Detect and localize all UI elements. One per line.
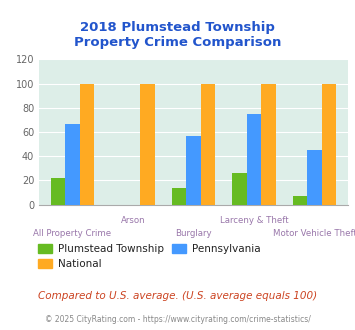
Bar bbox=[186, 136, 201, 205]
Bar bbox=[140, 83, 155, 205]
Text: Burglary: Burglary bbox=[175, 229, 212, 238]
Text: Compared to U.S. average. (U.S. average equals 100): Compared to U.S. average. (U.S. average … bbox=[38, 291, 317, 301]
Text: Larceny & Theft: Larceny & Theft bbox=[220, 216, 288, 225]
Bar bbox=[232, 173, 247, 205]
Bar bbox=[50, 178, 65, 205]
Bar bbox=[247, 114, 261, 205]
Bar bbox=[322, 83, 337, 205]
Text: © 2025 CityRating.com - https://www.cityrating.com/crime-statistics/: © 2025 CityRating.com - https://www.city… bbox=[45, 315, 310, 324]
Text: 2018 Plumstead Township
Property Crime Comparison: 2018 Plumstead Township Property Crime C… bbox=[74, 21, 281, 50]
Text: Arson: Arson bbox=[121, 216, 145, 225]
Bar bbox=[80, 83, 94, 205]
Bar bbox=[65, 123, 80, 205]
Text: Motor Vehicle Theft: Motor Vehicle Theft bbox=[273, 229, 355, 238]
Legend: Plumstead Township, National, Pennsylvania: Plumstead Township, National, Pennsylvan… bbox=[34, 240, 264, 274]
Bar bbox=[261, 83, 276, 205]
Bar bbox=[201, 83, 215, 205]
Bar bbox=[172, 188, 186, 205]
Bar bbox=[293, 196, 307, 205]
Text: All Property Crime: All Property Crime bbox=[33, 229, 111, 238]
Bar bbox=[307, 150, 322, 205]
